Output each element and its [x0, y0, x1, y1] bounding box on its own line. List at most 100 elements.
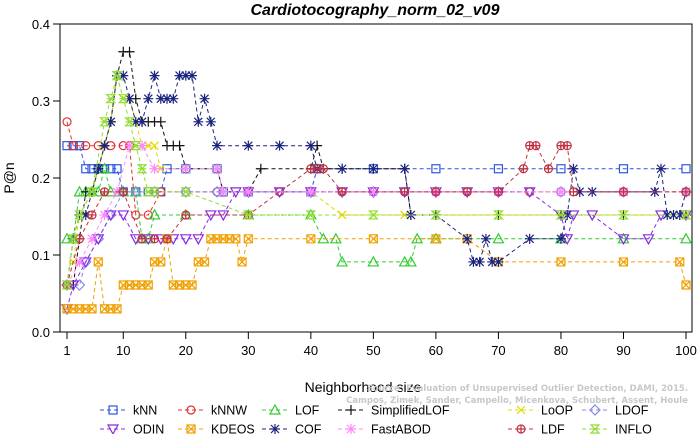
x-tick-label: 60 [429, 343, 443, 358]
data-point [124, 93, 135, 104]
data-point [679, 232, 693, 244]
data-point [130, 116, 141, 127]
data-point [655, 163, 666, 174]
data-point [487, 256, 498, 267]
watermark-line-1: Source: Evaluation of Unsupervised Outli… [367, 384, 688, 394]
series-loop [62, 71, 691, 290]
data-point [556, 257, 566, 267]
data-point [87, 304, 97, 314]
data-point [137, 116, 148, 127]
legend-label: SimplifiedLOF [371, 404, 450, 418]
data-point [431, 187, 441, 197]
data-point [368, 186, 379, 197]
x-tick-label: 10 [116, 343, 130, 358]
legend-label: LoOP [541, 404, 573, 418]
data-point [118, 187, 128, 197]
data-point [155, 93, 166, 104]
y-tick-label: 0.1 [32, 248, 50, 263]
data-point [681, 187, 691, 197]
x-tick-label: 20 [179, 343, 193, 358]
data-point [74, 141, 85, 151]
legend-label: INFLO [615, 423, 652, 434]
data-point [148, 186, 161, 198]
data-point [562, 209, 573, 220]
data-point [81, 141, 91, 151]
legend-item: KDEOS [178, 423, 255, 434]
data-point [112, 304, 122, 314]
x-tick-label: 50 [366, 343, 380, 358]
data-point [105, 94, 117, 104]
data-point [518, 164, 529, 174]
data-point [681, 164, 691, 174]
data-point [148, 208, 161, 220]
data-point [270, 424, 280, 434]
data-point [129, 185, 142, 197]
data-point [368, 163, 379, 174]
data-point [124, 46, 135, 57]
legend-item: INFLO [582, 423, 652, 434]
data-point [67, 234, 79, 244]
data-point [193, 116, 204, 127]
data-point [305, 210, 317, 220]
data-point [555, 186, 566, 197]
data-point [493, 164, 504, 174]
data-point [149, 70, 160, 81]
data-point [555, 210, 567, 220]
chart-title: Cardiotocography_norm_02_v09 [251, 2, 500, 19]
x-tick-label: 90 [616, 343, 630, 358]
data-point [516, 424, 526, 434]
data-point [562, 141, 572, 151]
data-point [618, 187, 629, 197]
data-point [212, 140, 223, 151]
data-point [73, 279, 86, 291]
data-point [136, 164, 148, 174]
data-point [430, 210, 442, 220]
data-point [346, 405, 356, 415]
data-point [111, 70, 123, 81]
data-point [74, 256, 85, 267]
data-point [617, 234, 630, 246]
legend-item: LOF [262, 404, 320, 418]
legend-label: KDEOS [211, 423, 255, 434]
legend-label: FastABOD [371, 423, 431, 434]
data-point [212, 163, 223, 174]
series-line [66, 75, 686, 286]
data-point [87, 233, 98, 244]
data-point [493, 187, 504, 197]
x-tick-label: 100 [675, 343, 697, 358]
legend-label: COF [295, 423, 322, 434]
data-point [492, 210, 504, 220]
data-point [493, 256, 504, 267]
data-point [268, 403, 282, 415]
data-point [143, 141, 153, 151]
data-point [431, 164, 441, 174]
series-line [67, 238, 687, 310]
data-point [180, 163, 191, 174]
data-point [318, 164, 328, 174]
data-point [336, 255, 349, 267]
data-point [68, 141, 78, 151]
data-point [411, 232, 424, 244]
x-axis-label: Neighborhood size [305, 379, 422, 395]
data-point [180, 70, 191, 81]
legend-label: LDF [541, 423, 565, 434]
data-point [130, 141, 142, 151]
legend-item: kNN [100, 404, 157, 418]
legend-label: kNNW [211, 404, 247, 418]
data-point [474, 256, 485, 267]
legend-item: LoOP [508, 404, 573, 418]
data-point [199, 257, 210, 267]
data-point [431, 234, 441, 244]
legend-item: SimplifiedLOF [338, 404, 450, 418]
series-odin [60, 187, 693, 316]
data-point [618, 257, 629, 267]
data-point [143, 93, 154, 104]
data-point [174, 70, 185, 81]
data-point [81, 164, 91, 174]
data-point [556, 164, 566, 174]
legend-label: LOF [295, 404, 320, 418]
data-point [179, 186, 192, 198]
x-tick-label: 1 [63, 343, 70, 358]
legend-item: LDOF [582, 404, 649, 418]
data-point [404, 255, 417, 267]
